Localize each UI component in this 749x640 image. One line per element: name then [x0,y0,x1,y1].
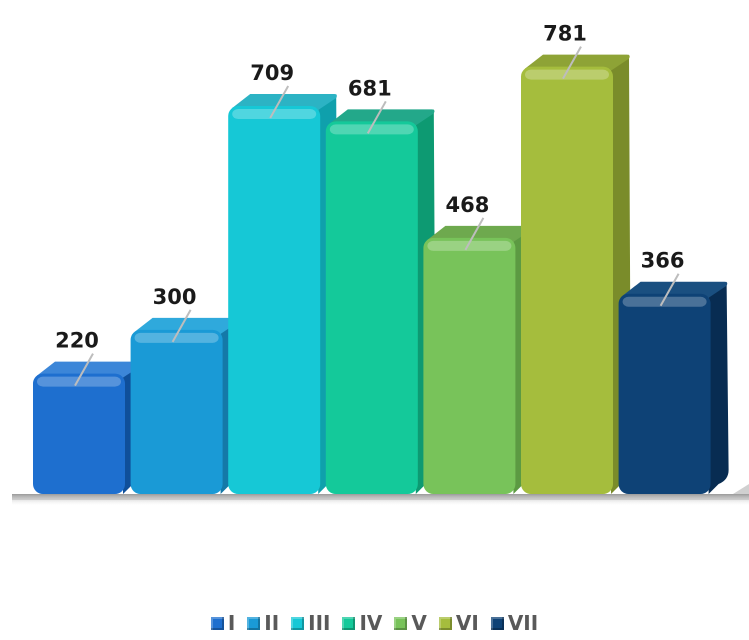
legend-item-II: II [247,612,279,634]
bar-I [33,361,143,494]
bar-V [423,225,534,494]
legend-swatch [490,616,504,630]
data-label-I: 220 [55,329,99,353]
leader-line-IV [366,100,387,134]
leader-line-VI [562,46,582,80]
bar-highlight [37,376,121,387]
bar-highlight [427,240,512,251]
legend-item-VI: VI [438,611,479,635]
bar-highlight [329,124,414,135]
legend-label: III [308,611,331,635]
data-label-II: 300 [153,285,197,309]
bar-highlight [622,296,707,307]
leader-line-VII [659,273,680,307]
data-label-VI: 781 [543,22,587,46]
legend-item-III: III [291,612,330,634]
data-label-III: 709 [250,61,294,85]
legend-item-VII: VII [490,611,539,635]
leader-line-I [74,353,94,387]
legend-label: I [227,611,236,635]
legend-label: IV [359,611,383,635]
leader-line-II [171,309,192,343]
legend-label: VII [507,611,539,635]
legend-swatch [342,616,356,630]
bar-front [33,373,125,494]
bar-highlight [525,69,609,80]
legend-swatch [291,616,305,630]
legend-label: VI [455,611,479,635]
legend-swatch [247,616,261,630]
data-label-V: 468 [445,193,489,217]
legend-item-IV: IV [342,612,382,634]
leader-line-V [464,217,485,251]
bar-IV [325,109,436,494]
bar-III [228,94,339,494]
legend-item-I: I [210,611,236,635]
leader-line-III [269,85,290,119]
legend: I II III IV V VI VII [0,612,749,634]
legend-swatch [394,616,408,630]
legend-label: V [411,611,427,635]
bar-highlight [232,109,317,120]
bar-front [423,237,516,494]
bar-front [228,106,321,494]
bar-II [130,317,241,494]
data-label-VII: 366 [641,249,685,273]
bar-side [708,281,729,494]
chart-floor-shadow [12,494,749,506]
legend-label: II [264,611,280,635]
bar-front [130,329,223,494]
bar-front [618,293,711,494]
data-label-IV: 681 [348,76,392,100]
bar-VI [521,54,631,494]
bar-VII [618,281,729,494]
bar-highlight [134,332,219,343]
bar-front [325,121,418,494]
legend-swatch [210,616,224,630]
legend-item-V: V [394,611,427,635]
bar-front [521,66,613,494]
legend-swatch [438,616,452,630]
